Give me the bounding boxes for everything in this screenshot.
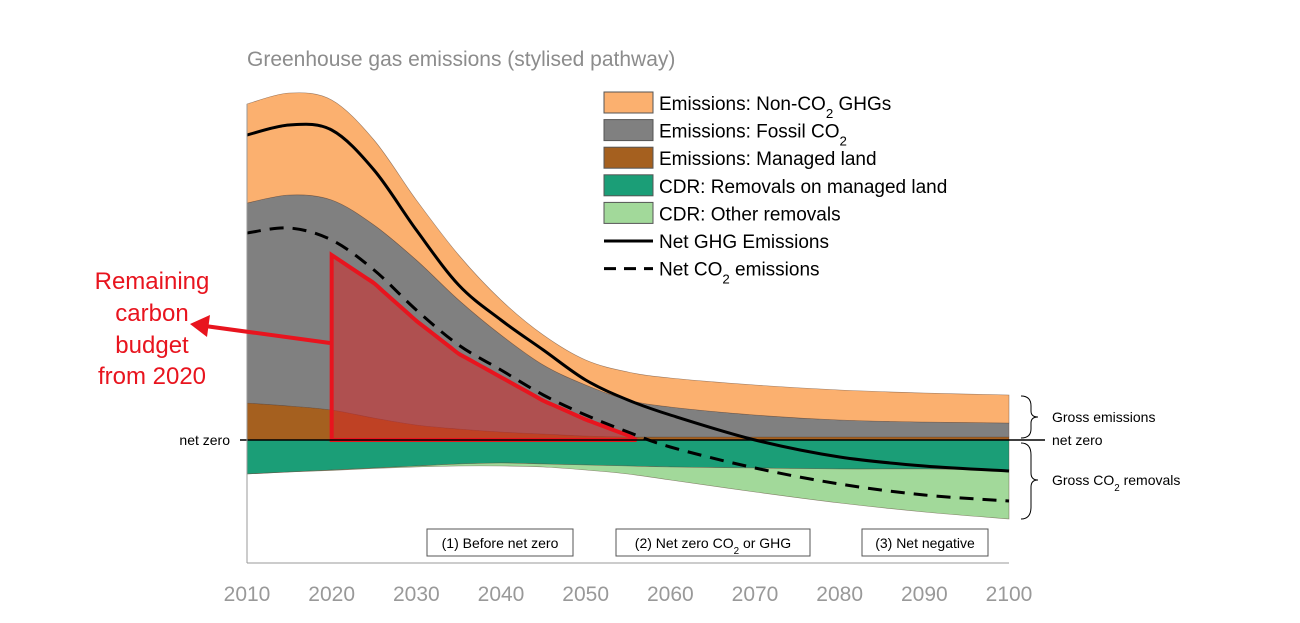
legend-item: Emissions: Managed land <box>603 146 877 170</box>
phase-label: (3) Net negative <box>875 535 975 551</box>
legend-swatch <box>603 201 654 224</box>
phase-box: (3) Net negative <box>861 528 989 557</box>
x-tick-label: 2090 <box>901 583 948 606</box>
phase-box-frame <box>861 528 989 557</box>
legend-label: Emissions: Fossil CO2 <box>659 122 847 149</box>
phase-boxes: (1) Before net zero (2) Net zero CO2 or G… <box>426 528 989 557</box>
x-tick-label: 2020 <box>308 583 355 606</box>
x-tick-label: 2100 <box>986 583 1033 606</box>
line-layer <box>246 122 1010 503</box>
x-tick-label: 2010 <box>224 583 271 606</box>
net-co2-line <box>246 226 1010 503</box>
budget-label-line: from 2020 <box>98 363 206 390</box>
x-tick-label: 2050 <box>562 583 609 606</box>
legend-item: Emissions: Fossil CO2 <box>603 119 847 149</box>
budget-label-line: Remaining <box>95 268 210 295</box>
legend-swatch <box>603 91 654 114</box>
legend-item: Emissions: Non-CO2 GHGs <box>603 91 891 121</box>
net-ghg-line <box>246 122 1010 473</box>
phase-label: (1) Before net zero <box>442 535 559 551</box>
carbon-budget-layer <box>329 251 638 442</box>
x-tick-labels: 2010 2020 2030 2040 2050 2060 2070 2080 2090 2100 <box>224 583 1033 606</box>
chart-title: Greenhouse gas emissions (stylised pathw… <box>247 48 675 71</box>
legend-swatch <box>603 174 654 197</box>
budget-arrow-head <box>190 315 210 337</box>
phase-box-frame <box>615 528 811 557</box>
legend-swatch <box>603 119 654 142</box>
phase-box: (1) Before net zero <box>426 528 574 557</box>
legend-label: CDR: Removals on managed land <box>659 177 947 198</box>
x-tick-label: 2030 <box>393 583 440 606</box>
budget-label-line: carbon <box>115 300 188 327</box>
budget-annotation: Remaining carbon budget from 2020 <box>95 268 331 390</box>
legend-swatch <box>603 146 654 169</box>
phase-box: (2) Net zero CO2 or GHG <box>615 528 811 557</box>
x-tick-label: 2080 <box>816 583 863 606</box>
x-tick-label: 2070 <box>732 583 779 606</box>
legend-item: CDR: Removals on managed land <box>603 174 947 198</box>
x-tick-label: 2060 <box>647 583 694 606</box>
phase-label: (2) Net zero CO2 or GHG <box>635 535 791 557</box>
x-tick-label: 2040 <box>478 583 525 606</box>
gross-removals-brace <box>1020 442 1039 520</box>
area-cdr-other-removals <box>246 462 1010 520</box>
net-zero-left-label: net zero <box>179 432 230 448</box>
legend-label: Net CO2 emissions <box>659 260 820 287</box>
gross-emissions-brace <box>1020 395 1039 439</box>
remaining-carbon-budget-area <box>329 251 638 442</box>
legend-label: Net GHG Emissions <box>659 232 829 253</box>
legend-label: CDR: Other removals <box>659 204 841 225</box>
legend-label: Emissions: Non-CO2 GHGs <box>659 94 891 121</box>
net-zero-right-label: net zero <box>1052 432 1103 448</box>
phase-box-frame <box>426 528 574 557</box>
budget-arrow-shaft <box>204 324 331 345</box>
gross-emissions-label: Gross emissions <box>1052 409 1155 425</box>
gross-removals-label: Gross CO2 removals <box>1052 472 1180 494</box>
budget-label-line: budget <box>115 332 189 359</box>
legend-item: CDR: Other removals <box>603 201 841 225</box>
legend-item: Net CO2 emissions <box>604 260 820 287</box>
legend-label: Emissions: Managed land <box>659 149 877 170</box>
legend-item: Net GHG Emissions <box>604 232 829 253</box>
